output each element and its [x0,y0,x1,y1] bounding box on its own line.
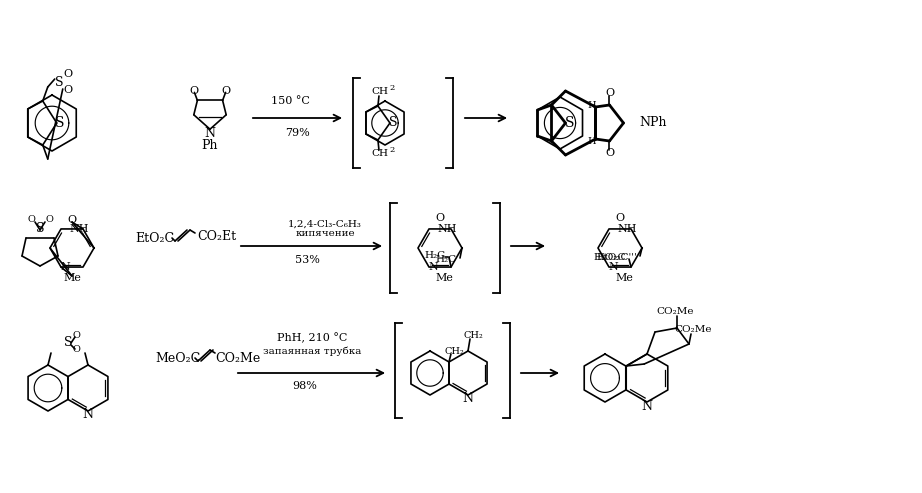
Text: кипячение: кипячение [295,230,355,239]
Text: O: O [605,88,614,98]
Text: H: H [587,137,596,145]
Text: S: S [389,116,397,130]
Text: 53%: 53% [294,255,319,265]
Text: N: N [642,399,653,413]
Text: запаянная трубка: запаянная трубка [263,346,361,356]
Text: H₂C: H₂C [436,255,457,265]
Text: 79%: 79% [285,128,310,138]
Text: O: O [616,213,624,223]
Text: O: O [435,213,444,223]
Text: CO₂Me: CO₂Me [656,308,693,317]
Text: MeO₂C: MeO₂C [155,352,200,364]
Text: NH: NH [617,224,636,234]
Text: H: H [587,101,596,109]
Text: EtO₂C: EtO₂C [135,232,174,245]
Text: N: N [428,262,438,272]
Text: N: N [60,262,70,272]
Text: Me: Me [435,273,453,283]
Text: NPh: NPh [640,116,667,130]
Text: O: O [221,86,230,97]
Text: O: O [190,86,199,97]
Text: CH₂: CH₂ [463,330,483,340]
Text: 98%: 98% [292,381,317,391]
Text: O: O [45,215,53,224]
Text: 2: 2 [389,84,395,92]
Text: H₂C: H₂C [425,250,446,259]
Text: S: S [565,116,574,130]
Text: O: O [64,85,72,95]
Text: Me: Me [63,273,81,283]
Text: 150 °C: 150 °C [270,96,310,106]
Text: O: O [64,69,72,79]
Text: O: O [27,215,35,224]
Text: N: N [463,392,474,406]
Text: 1,2,4-Cl₃-C₆H₃: 1,2,4-Cl₃-C₆H₃ [288,219,362,228]
Text: S: S [55,116,65,130]
Text: O: O [72,330,80,340]
Text: O: O [67,215,77,225]
Text: S: S [36,221,44,235]
Text: CO₂Me: CO₂Me [674,325,712,334]
Text: NH: NH [69,224,89,234]
Text: CO₂Et: CO₂Et [197,230,236,243]
Text: O: O [72,345,80,353]
Text: CH: CH [372,87,388,97]
Text: CH₂: CH₂ [444,348,464,356]
Text: Me: Me [615,273,632,283]
Text: S: S [54,76,63,90]
Text: 2: 2 [389,146,395,154]
Text: PhH, 210 °C: PhH, 210 °C [277,333,348,343]
Text: S: S [64,336,72,349]
Text: N: N [205,127,216,140]
Text: CH: CH [372,149,388,159]
Text: NH: NH [437,224,456,234]
Text: Ph: Ph [202,139,219,152]
Text: N: N [82,409,93,422]
Text: N: N [609,262,618,272]
Text: O: O [605,148,614,158]
Text: EtO₂C: EtO₂C [594,252,626,262]
Text: EtO₂C''': EtO₂C''' [597,253,637,262]
Text: CO₂Me: CO₂Me [215,352,260,364]
